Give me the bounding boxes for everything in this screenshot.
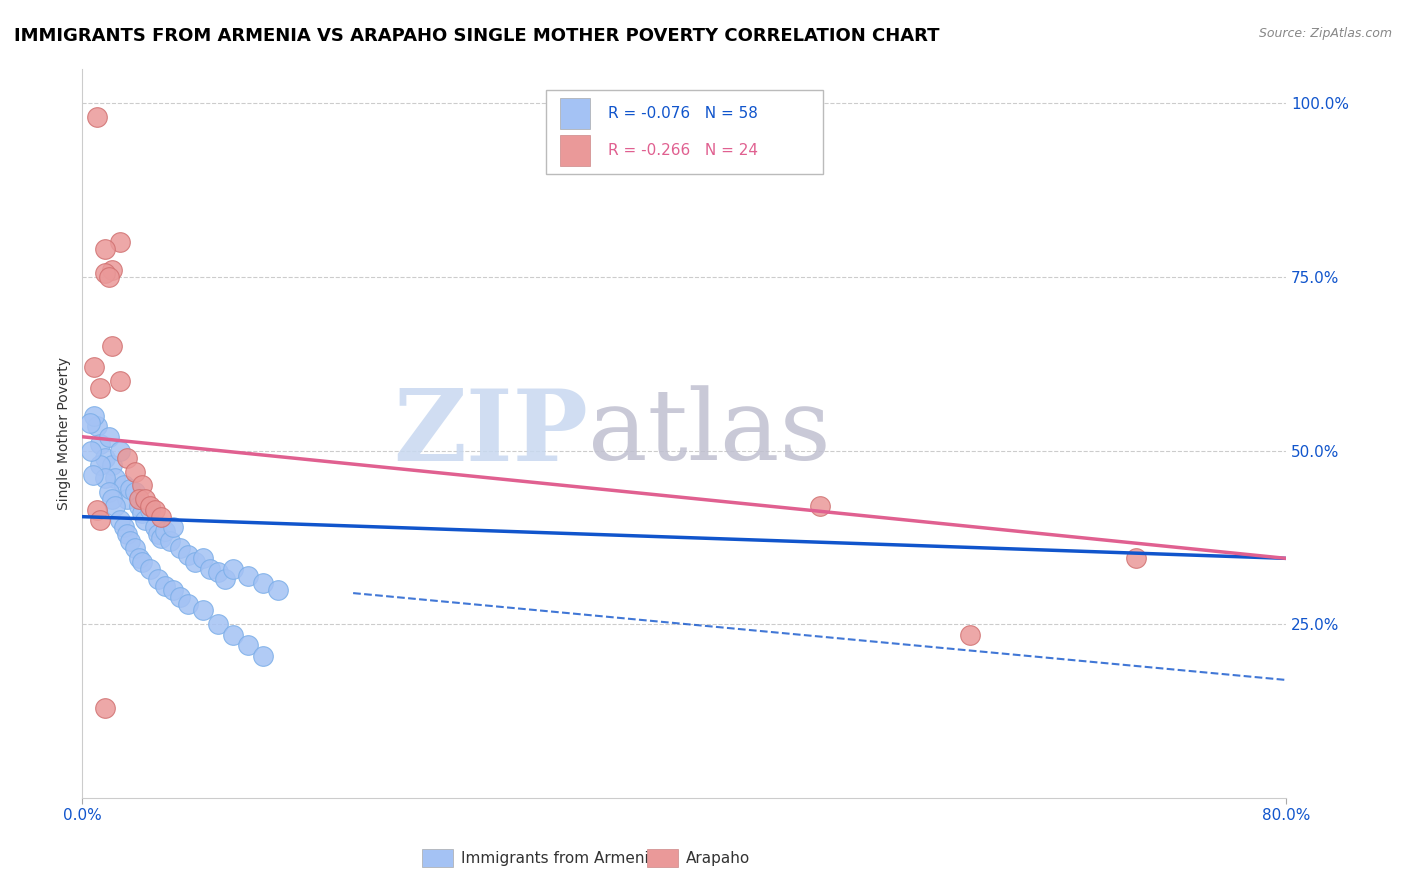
Point	[143, 502, 166, 516]
Point	[162, 520, 184, 534]
Point	[94, 242, 117, 256]
Text: Immigrants from Armenia: Immigrants from Armenia	[461, 851, 658, 865]
Point	[207, 566, 229, 580]
Point	[134, 492, 156, 507]
Point	[94, 700, 117, 714]
Point	[149, 531, 172, 545]
Point	[959, 628, 981, 642]
Point	[176, 597, 198, 611]
Point	[89, 458, 111, 472]
Point	[124, 485, 146, 500]
Point	[117, 527, 139, 541]
Text: IMMIGRANTS FROM ARMENIA VS ARAPAHO SINGLE MOTHER POVERTY CORRELATION CHART: IMMIGRANTS FROM ARMENIA VS ARAPAHO SINGL…	[14, 27, 939, 45]
Point	[104, 471, 127, 485]
Point	[139, 500, 162, 514]
Point	[94, 267, 117, 281]
Point	[128, 492, 150, 507]
Point	[153, 579, 176, 593]
Point	[89, 381, 111, 395]
Point	[98, 430, 121, 444]
Point	[131, 506, 153, 520]
Point	[131, 555, 153, 569]
Point	[86, 502, 108, 516]
Point	[89, 436, 111, 450]
Point	[131, 478, 153, 492]
Point	[94, 450, 117, 465]
Text: Arapaho: Arapaho	[686, 851, 751, 865]
Point	[101, 458, 124, 472]
Point	[104, 500, 127, 514]
Text: R = -0.076   N = 58: R = -0.076 N = 58	[609, 106, 758, 121]
Point	[198, 562, 221, 576]
Text: ZIP: ZIP	[392, 384, 588, 482]
Point	[267, 582, 290, 597]
Point	[83, 409, 105, 423]
Point	[101, 339, 124, 353]
Point	[108, 513, 131, 527]
Point	[139, 502, 162, 516]
Text: Source: ZipAtlas.com: Source: ZipAtlas.com	[1258, 27, 1392, 40]
FancyBboxPatch shape	[560, 98, 591, 129]
Point	[252, 575, 274, 590]
Point	[82, 467, 104, 482]
Point	[191, 551, 214, 566]
Point	[207, 617, 229, 632]
Point	[162, 582, 184, 597]
Text: R = -0.266   N = 24: R = -0.266 N = 24	[609, 143, 758, 158]
Point	[149, 509, 172, 524]
Y-axis label: Single Mother Poverty: Single Mother Poverty	[58, 357, 72, 510]
Point	[86, 419, 108, 434]
Point	[101, 263, 124, 277]
Point	[808, 500, 831, 514]
Point	[101, 492, 124, 507]
Point	[143, 520, 166, 534]
Point	[236, 568, 259, 582]
Point	[120, 482, 142, 496]
Point	[112, 520, 135, 534]
Point	[184, 555, 207, 569]
Point	[80, 443, 103, 458]
Point	[120, 533, 142, 548]
Point	[159, 533, 181, 548]
Point	[146, 527, 169, 541]
Point	[112, 478, 135, 492]
Point	[98, 485, 121, 500]
Point	[86, 110, 108, 124]
Point	[108, 235, 131, 250]
Point	[169, 541, 191, 555]
Point	[89, 513, 111, 527]
Point	[128, 500, 150, 514]
Point	[94, 471, 117, 485]
Point	[117, 492, 139, 507]
Point	[124, 541, 146, 555]
Point	[108, 443, 131, 458]
Point	[134, 513, 156, 527]
Point	[79, 416, 101, 430]
Point	[222, 562, 245, 576]
Point	[128, 551, 150, 566]
Point	[124, 465, 146, 479]
Point	[117, 450, 139, 465]
Point	[83, 360, 105, 375]
FancyBboxPatch shape	[546, 90, 823, 174]
Text: atlas: atlas	[588, 385, 831, 481]
Point	[146, 572, 169, 586]
Point	[153, 524, 176, 538]
Point	[236, 638, 259, 652]
Point	[222, 628, 245, 642]
Point	[214, 572, 236, 586]
Point	[191, 603, 214, 617]
Point	[1125, 551, 1147, 566]
Point	[98, 269, 121, 284]
Point	[252, 648, 274, 663]
Point	[176, 548, 198, 562]
Point	[139, 562, 162, 576]
Point	[108, 374, 131, 388]
FancyBboxPatch shape	[560, 135, 591, 166]
Point	[169, 590, 191, 604]
